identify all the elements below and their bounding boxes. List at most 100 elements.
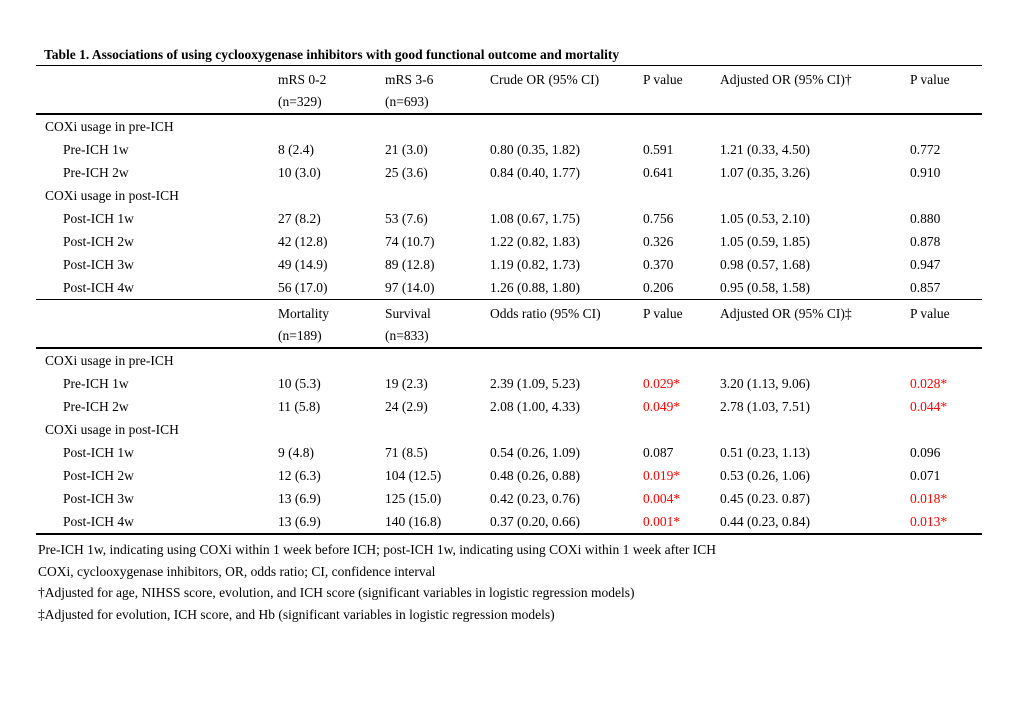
column-header-line1 (36, 69, 278, 91)
data-cell: 56 (17.0) (278, 280, 328, 295)
footnote: ‡Adjusted for evolution, ICH score, and … (38, 606, 555, 622)
column-header: P value (910, 66, 982, 115)
data-cell: 0.878 (910, 234, 941, 249)
data-cell-significant: 0.029* (643, 376, 681, 391)
row-label: Post-ICH 4w (63, 514, 134, 529)
footnote: COXi, cyclooxygenase inhibitors, OR, odd… (38, 563, 436, 579)
table-row: Post-ICH 2w 42 (12.8) 74 (10.7) 1.22 (0.82,… (36, 230, 982, 253)
section-label: COXi usage in post-ICH (45, 422, 179, 437)
data-cell-significant: 0.044* (910, 399, 948, 414)
column-header: P value (643, 300, 720, 349)
data-cell: 0.910 (910, 165, 941, 180)
data-cell: 104 (12.5) (385, 468, 442, 483)
column-header: Adjusted OR (95% CI)‡ (720, 300, 910, 349)
row-label: Post-ICH 2w (63, 468, 134, 483)
data-cell: 0.370 (643, 257, 674, 272)
table-row: Post-ICH 1w 27 (8.2) 53 (7.6) 1.08 (0.67, 1… (36, 207, 982, 230)
data-cell: 0.95 (0.58, 1.58) (720, 280, 810, 295)
data-cell: 125 (15.0) (385, 491, 442, 506)
column-header-line1 (36, 303, 278, 325)
data-cell: 140 (16.8) (385, 514, 442, 529)
row-label: Post-ICH 2w (63, 234, 134, 249)
column-header-line1: Crude OR (95% CI) (490, 72, 600, 87)
column-header: Mortality (n=189) (278, 300, 385, 349)
data-cell: 42 (12.8) (278, 234, 328, 249)
table-row: Pre-ICH 2w 10 (3.0) 25 (3.6) 0.84 (0.40, 1.… (36, 161, 982, 184)
section-label: COXi usage in pre-ICH (45, 353, 174, 368)
data-cell: 1.08 (0.67, 1.75) (490, 211, 580, 226)
data-cell: 1.05 (0.59, 1.85) (720, 234, 810, 249)
column-header-line2: (n=189) (278, 328, 322, 343)
table-row: Pre-ICH 1w 8 (2.4) 21 (3.0) 0.80 (0.35, 1.8… (36, 138, 982, 161)
data-cell-significant: 0.018* (910, 491, 948, 506)
column-header-line1: P value (643, 306, 683, 321)
row-label: Pre-ICH 1w (63, 376, 129, 391)
table-row: Post-ICH 2w 12 (6.3) 104 (12.5) 0.48 (0.26,… (36, 464, 982, 487)
data-cell: 0.80 (0.35, 1.82) (490, 142, 580, 157)
data-cell: 0.45 (0.23. 0.87) (720, 491, 810, 506)
table-row: Post-ICH 1w 9 (4.8) 71 (8.5) 0.54 (0.26, 1.… (36, 441, 982, 464)
column-header-line2 (910, 91, 982, 113)
data-cell-significant: 0.019* (643, 468, 681, 483)
data-cell: 0.772 (910, 142, 941, 157)
data-cell: 27 (8.2) (278, 211, 321, 226)
column-header-line2 (720, 325, 910, 347)
data-cell: 1.21 (0.33, 4.50) (720, 142, 810, 157)
data-cell: 0.54 (0.26, 1.09) (490, 445, 580, 460)
data-cell: 1.26 (0.88, 1.80) (490, 280, 580, 295)
data-cell: 8 (2.4) (278, 142, 314, 157)
footnote: †Adjusted for age, NIHSS score, evolutio… (38, 585, 635, 600)
data-cell: 13 (6.9) (278, 514, 321, 529)
column-header: mRS 3-6 (n=693) (385, 66, 490, 115)
column-header: P value (643, 66, 720, 115)
data-cell-significant: 0.001* (643, 514, 681, 529)
table-row: Post-ICH 4w 13 (6.9) 140 (16.8) 0.37 (0.20,… (36, 510, 982, 534)
data-cell: 49 (14.9) (278, 257, 328, 272)
section-label: COXi usage in post-ICH (45, 188, 179, 203)
data-cell: 0.857 (910, 280, 941, 295)
column-header: Survival (n=833) (385, 300, 490, 349)
data-cell: 1.22 (0.82, 1.83) (490, 234, 580, 249)
column-header-line1: mRS 3-6 (385, 72, 434, 87)
column-header-line2 (36, 325, 278, 347)
row-label: Post-ICH 3w (63, 491, 134, 506)
column-header: Odds ratio (95% CI) (490, 300, 643, 349)
data-cell: 19 (2.3) (385, 376, 428, 391)
data-cell: 0.48 (0.26, 0.88) (490, 468, 580, 483)
section-row: COXi usage in pre-ICH (36, 114, 982, 138)
data-cell: 0.071 (910, 468, 941, 483)
column-header-line2 (490, 325, 643, 347)
data-cell: 0.326 (643, 234, 674, 249)
header-row-mortality: Mortality (n=189) Survival (n=833) Odds rati… (36, 299, 982, 349)
table-row: Post-ICH 4w 56 (17.0) 97 (14.0) 1.26 (0.88,… (36, 276, 982, 300)
column-header-line2 (490, 91, 643, 113)
table-row: Pre-ICH 1w 10 (5.3) 19 (2.3) 2.39 (1.09, 5.… (36, 372, 982, 395)
row-label: Post-ICH 1w (63, 211, 134, 226)
data-cell: 0.880 (910, 211, 941, 226)
data-cell: 21 (3.0) (385, 142, 428, 157)
table-title: Table 1. Associations of using cyclooxyg… (44, 47, 620, 62)
column-header-line1: Survival (385, 306, 431, 321)
data-cell: 53 (7.6) (385, 211, 428, 226)
column-header-line1: mRS 0-2 (278, 72, 327, 87)
data-cell: 74 (10.7) (385, 234, 435, 249)
column-header-line1: Mortality (278, 306, 329, 321)
data-cell: 0.53 (0.26, 1.06) (720, 468, 810, 483)
data-cell: 0.37 (0.20, 0.66) (490, 514, 580, 529)
results-table: mRS 0-2 (n=329) mRS 3-6 (n=693) Crude OR (95… (36, 65, 982, 535)
column-header-line2: (n=329) (278, 94, 322, 109)
data-cell: 10 (5.3) (278, 376, 321, 391)
column-header-line2 (720, 91, 910, 113)
data-cell-significant: 0.049* (643, 399, 681, 414)
data-cell: 0.84 (0.40, 1.77) (490, 165, 580, 180)
row-label: Post-ICH 1w (63, 445, 134, 460)
table-row: Pre-ICH 2w 11 (5.8) 24 (2.9) 2.08 (1.00, 4.… (36, 395, 982, 418)
column-header: Crude OR (95% CI) (490, 66, 643, 115)
data-cell: 11 (5.8) (278, 399, 321, 414)
column-header-line2: (n=693) (385, 94, 429, 109)
data-cell: 0.51 (0.23, 1.13) (720, 445, 810, 460)
row-label: Post-ICH 3w (63, 257, 134, 272)
data-cell: 0.206 (643, 280, 674, 295)
data-cell: 0.98 (0.57, 1.68) (720, 257, 810, 272)
data-cell: 0.591 (643, 142, 674, 157)
